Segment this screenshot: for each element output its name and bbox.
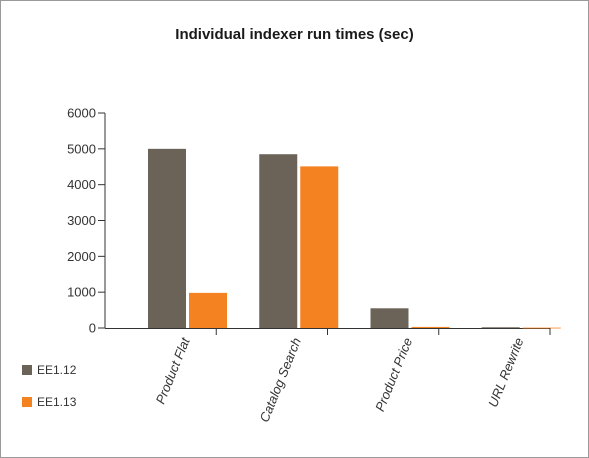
x-category-label: Product Flat: [153, 334, 194, 406]
bar-1-4: [481, 327, 520, 329]
y-tick-label: 4000: [67, 177, 96, 192]
legend-label-series-2: EE1.13: [37, 395, 77, 409]
x-category-label: Product Price: [372, 336, 415, 414]
y-tick-label: 2000: [67, 249, 96, 264]
bar-2-1: [189, 292, 227, 328]
legend-item-series-2: EE1.13: [22, 394, 76, 410]
y-tick-label: 1000: [67, 285, 96, 300]
bar-2-2: [300, 166, 339, 328]
legend-label-series-1: EE1.12: [37, 363, 77, 377]
y-tick-label: 3000: [67, 213, 96, 228]
legend-swatch-series-1: [22, 365, 32, 375]
chart-title: Individual indexer run times (sec): [175, 26, 414, 43]
bar-2-4: [522, 327, 561, 329]
y-tick-label: 5000: [67, 141, 96, 156]
bar-1-2: [259, 154, 298, 328]
bar-1-3: [370, 308, 409, 328]
x-category-label: URL Rewrite: [485, 336, 526, 410]
bar-2-3: [411, 326, 450, 328]
x-category-label: Catalog Search: [257, 336, 304, 425]
legend: EE1.12 EE1.13: [22, 362, 76, 426]
y-tick-label: 6000: [67, 106, 96, 121]
legend-swatch-series-2: [22, 397, 32, 407]
y-tick-label: 0: [89, 321, 96, 336]
legend-item-series-1: EE1.12: [22, 362, 76, 378]
bar-1-1: [148, 148, 186, 328]
